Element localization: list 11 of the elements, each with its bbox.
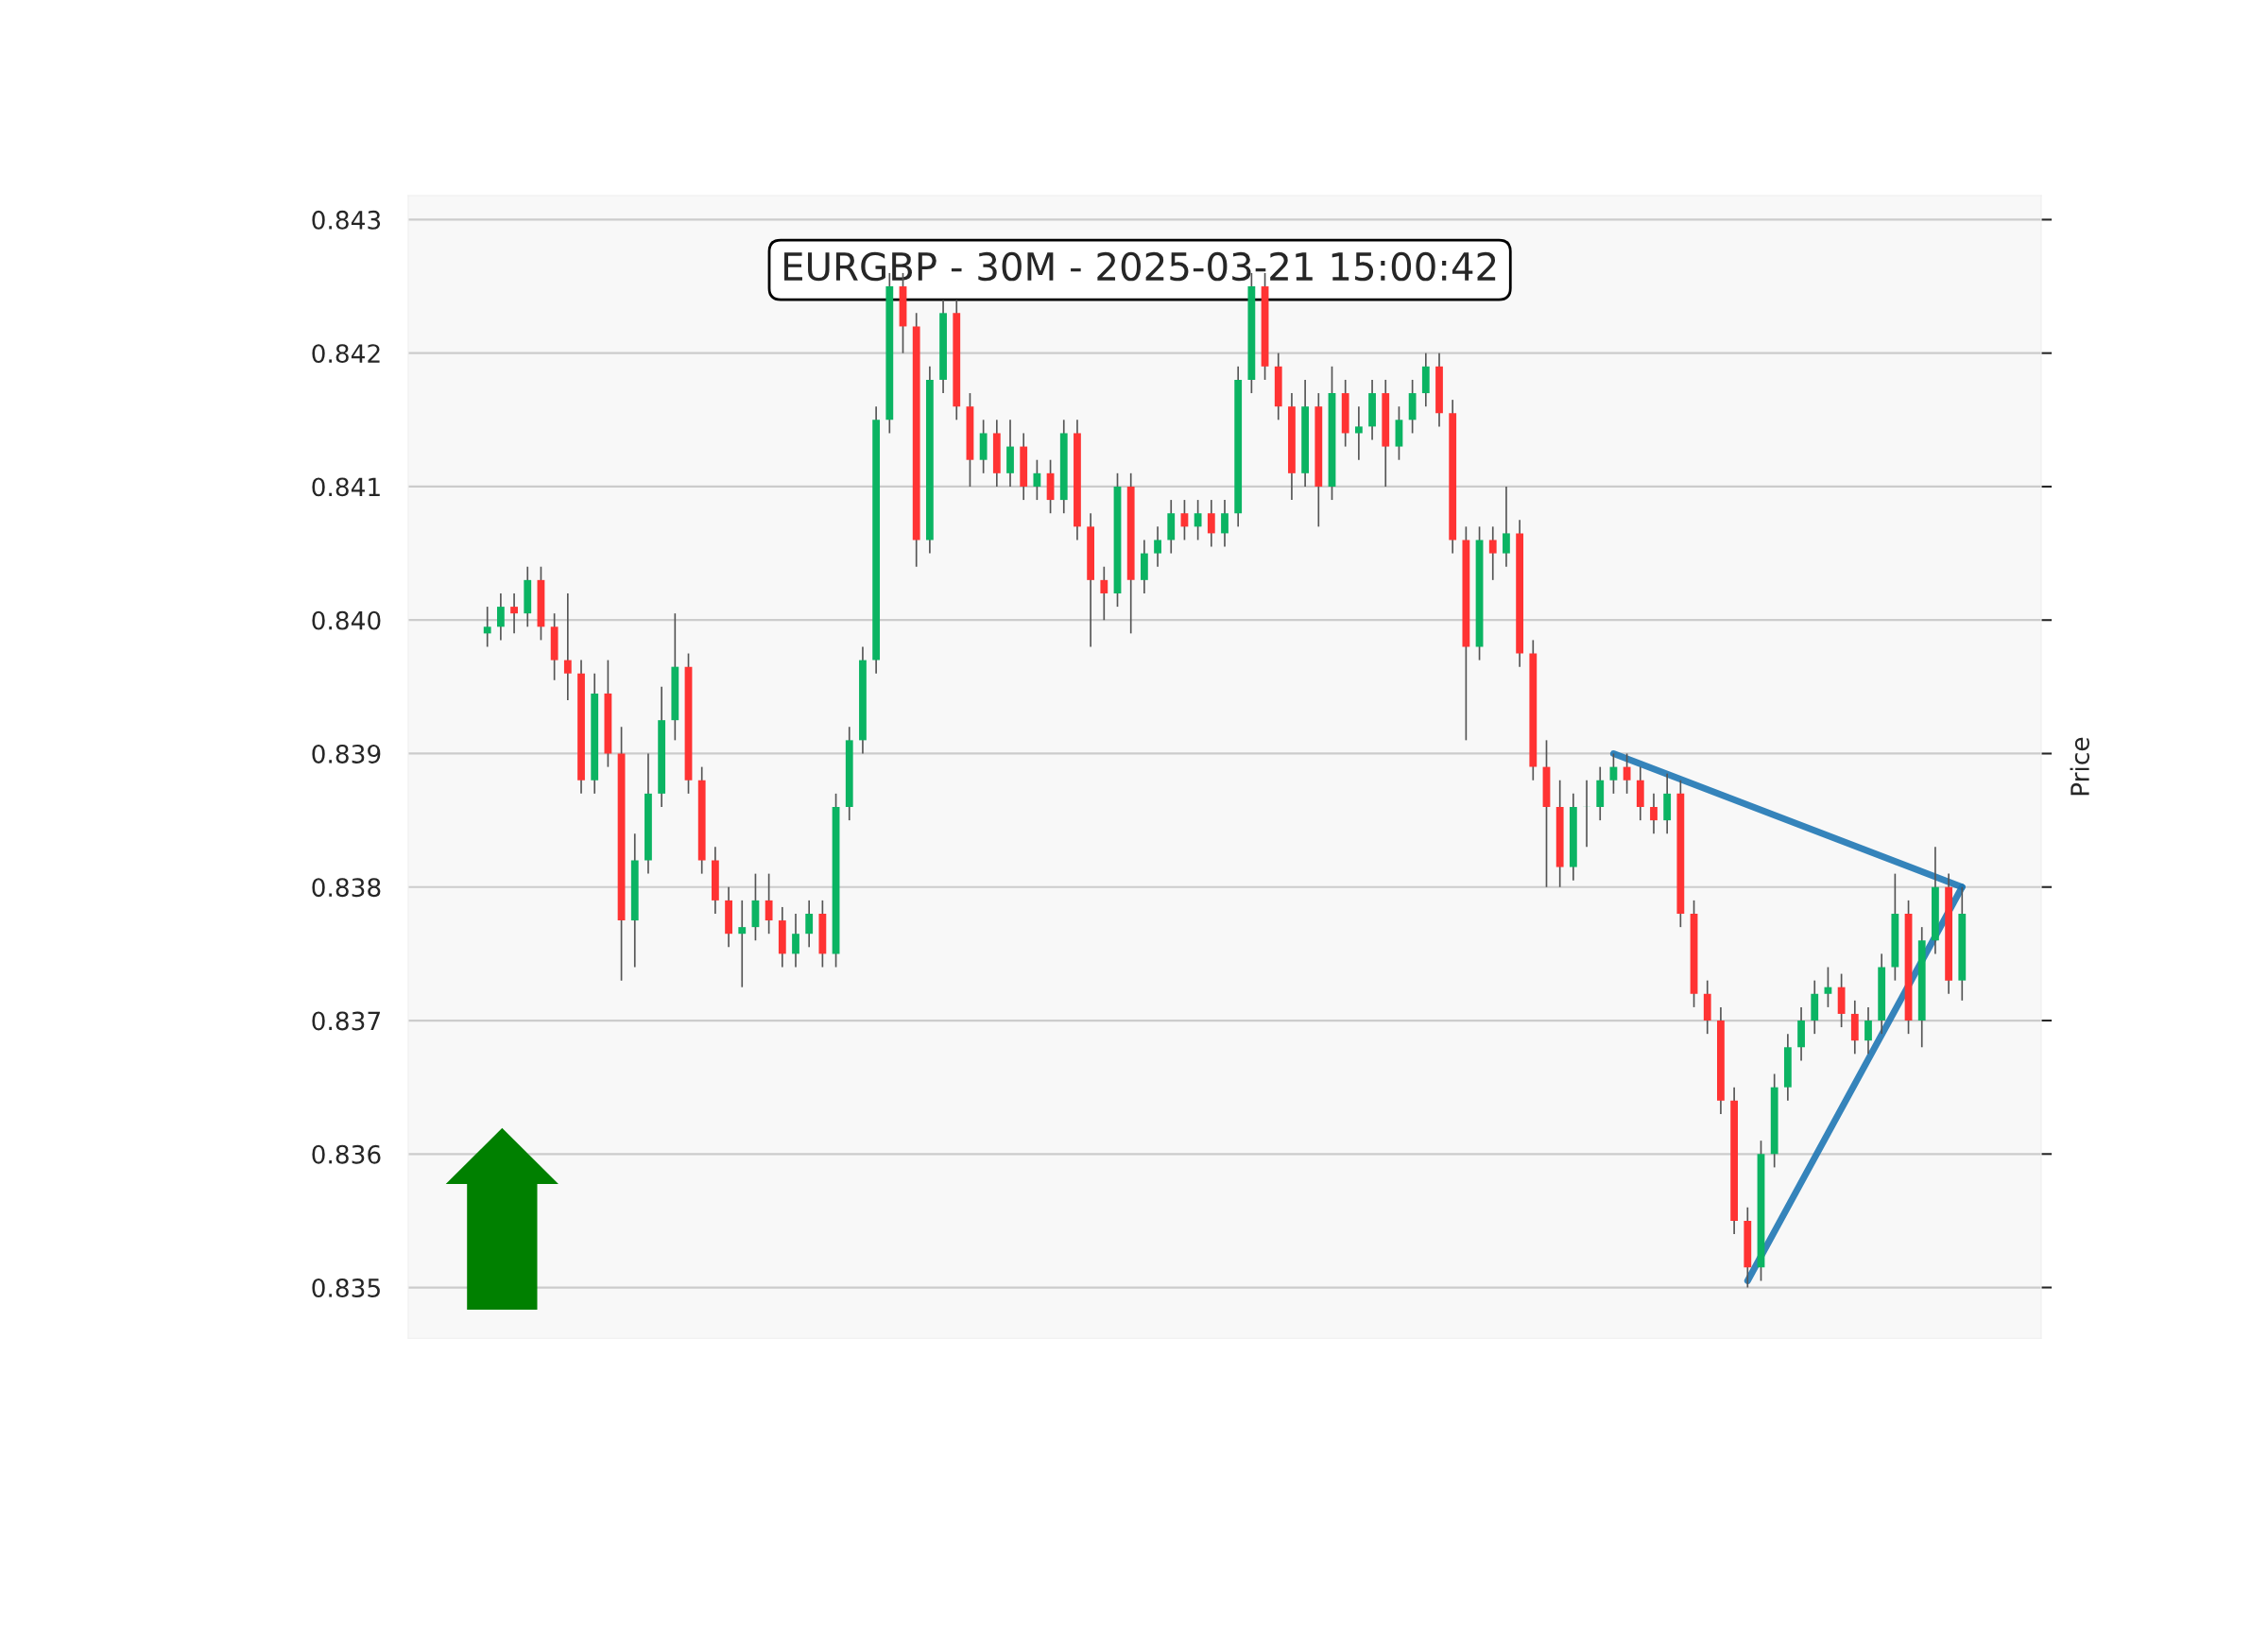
y-tick-label: 0.837 [312,1011,380,1031]
y-tick-label: 0.835 [312,1278,380,1297]
y-tick-label: 0.841 [312,477,380,497]
y-tick-label: 0.843 [312,210,381,230]
y-tick-label: 0.840 [312,610,381,630]
y-tick-label: 0.836 [312,1144,381,1164]
y-axis-title: Price [2070,737,2089,796]
text: EURGBP - 30M - 2025-03-21 15:00:42 [784,251,1496,282]
y-tick-label: 0.842 [312,344,380,364]
y-tick-label: 0.838 [312,878,381,898]
y-tick-label: 0.839 [312,744,381,764]
